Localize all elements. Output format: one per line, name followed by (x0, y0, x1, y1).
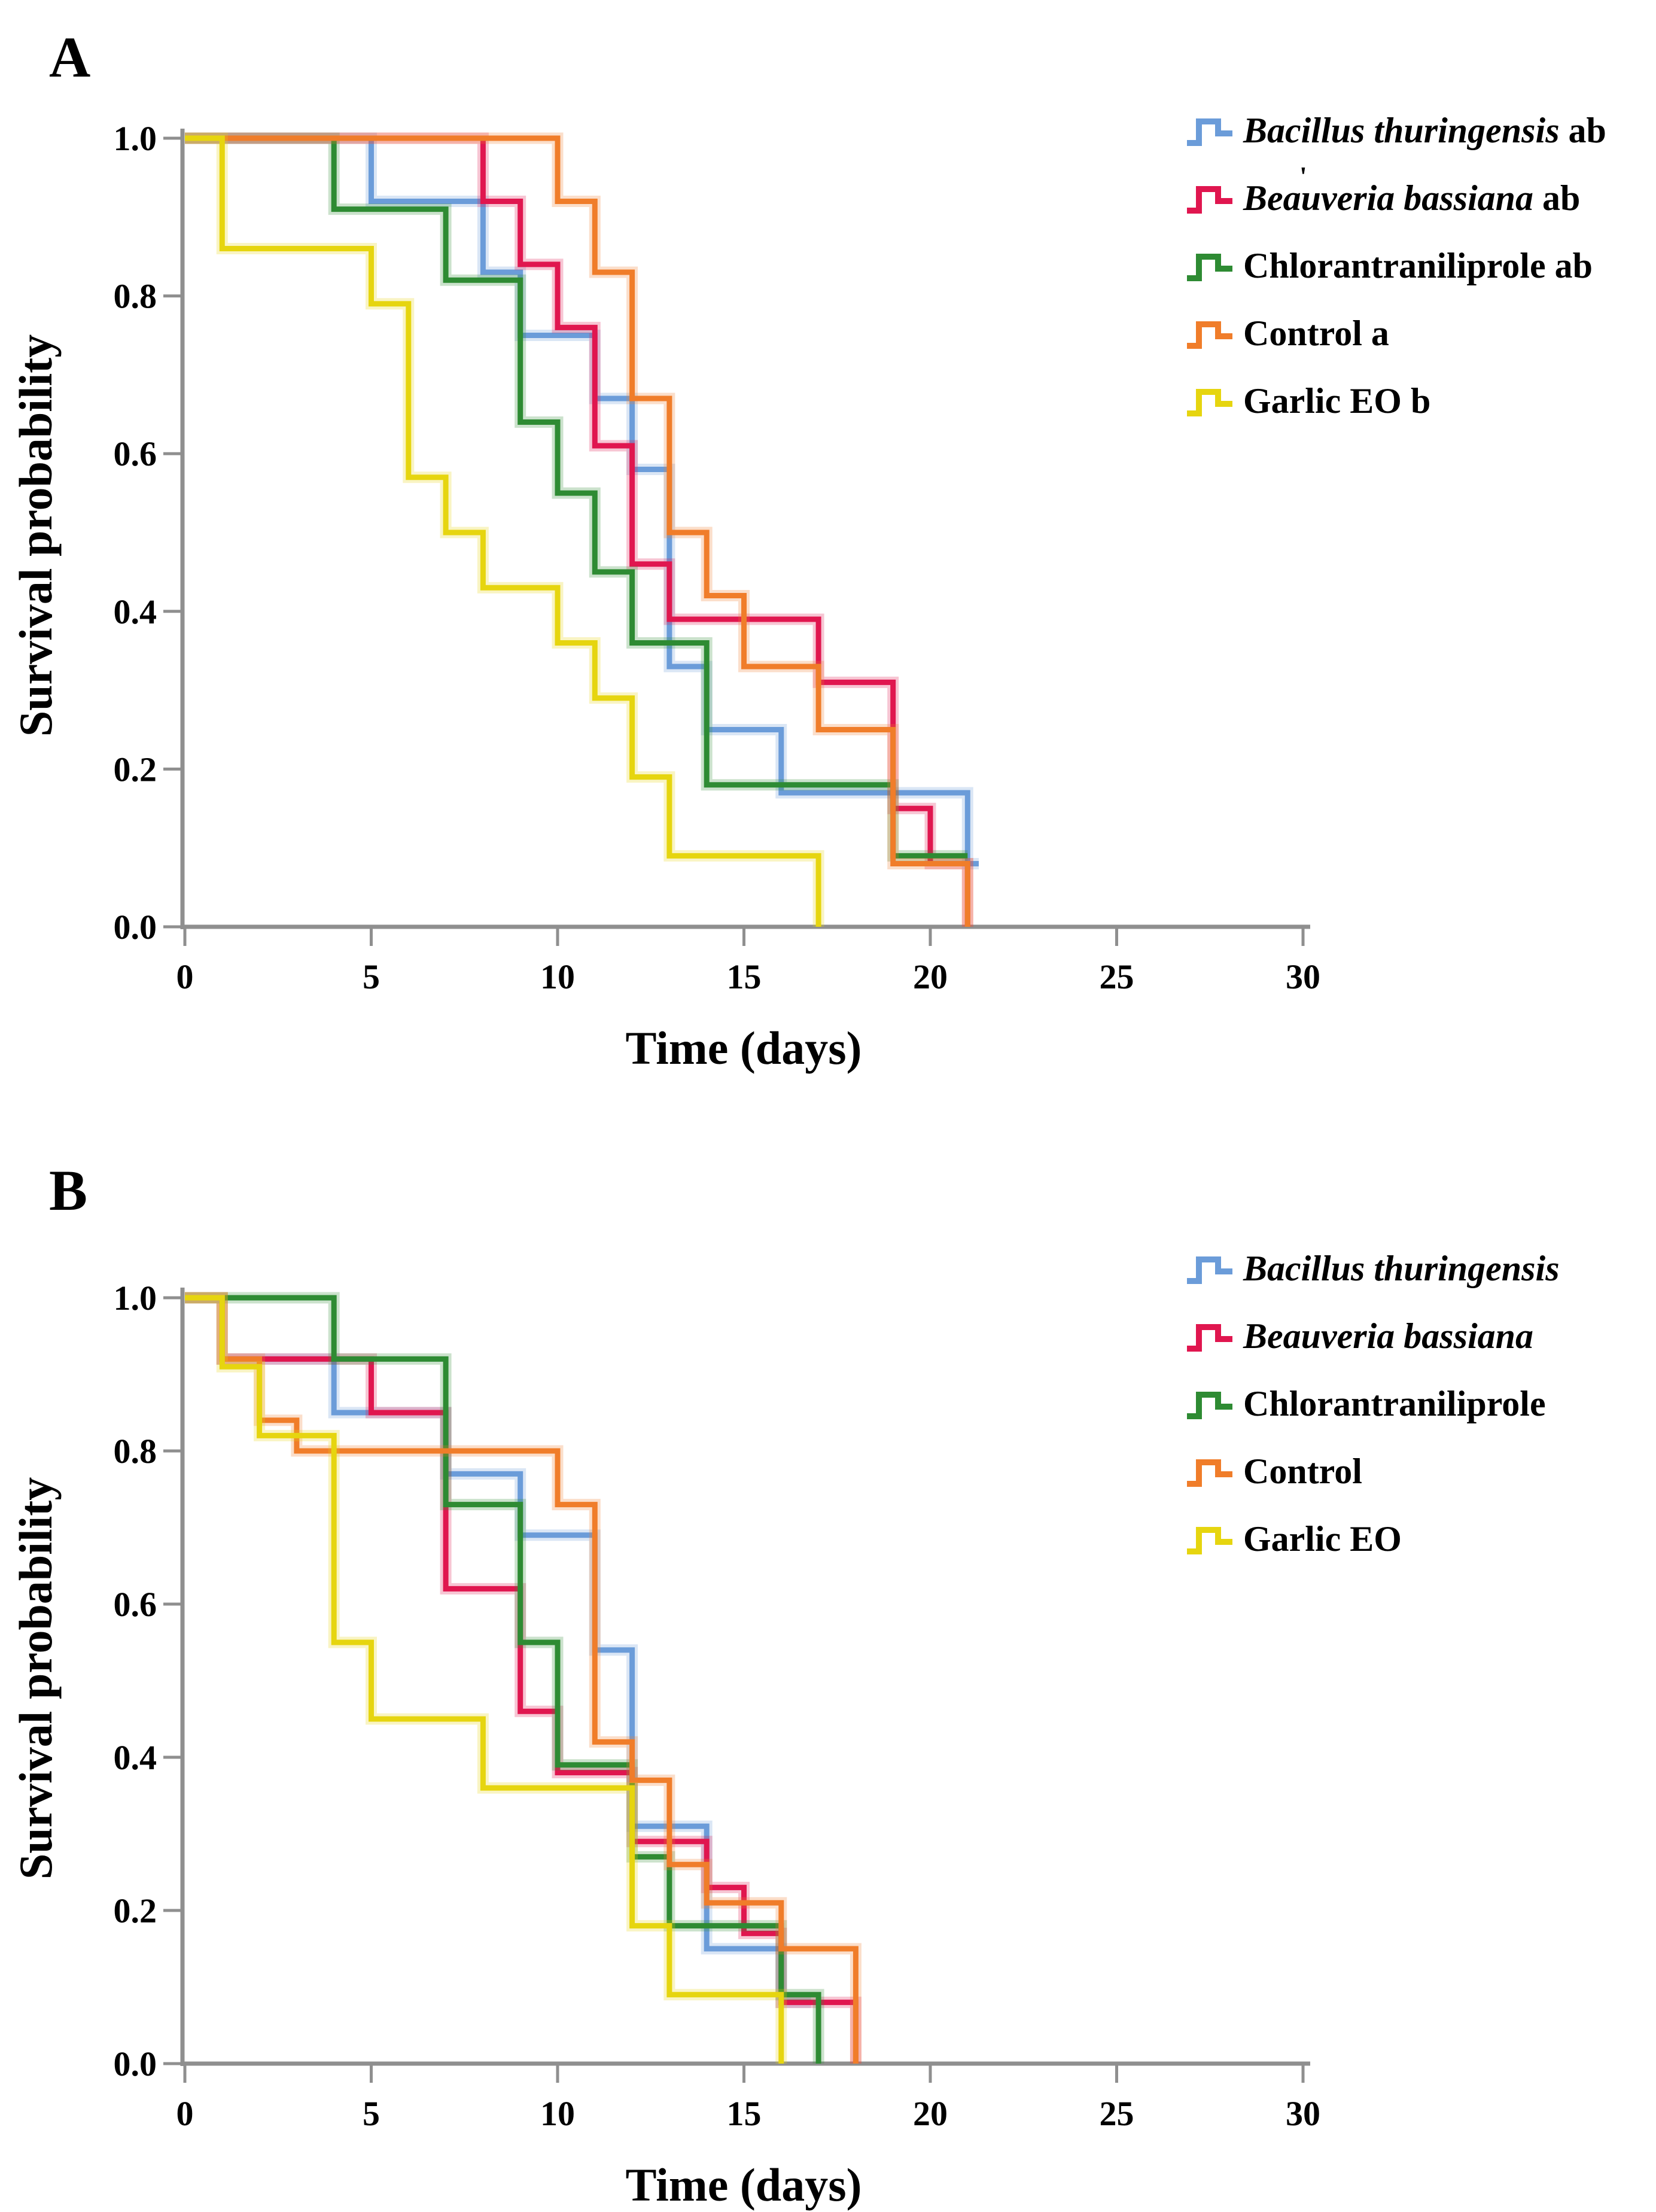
legend-step-marker-icon (1187, 1459, 1232, 1487)
x-tick-label: 0 (176, 957, 194, 996)
panel-a-letter: A (49, 25, 90, 89)
survival-curve (185, 135, 821, 927)
legend-step-marker-icon (1187, 1323, 1232, 1352)
legend-item: Garlic EO b (1185, 367, 1656, 435)
survival-curve (185, 1295, 811, 2006)
panel-a-x-axis-title: Time (days) (625, 1022, 862, 1074)
survival-curve (185, 135, 968, 859)
x-tick-label: 25 (1100, 957, 1134, 996)
legend-step-marker-icon (1187, 253, 1232, 281)
panel-b-legend: Bacillus thuringensis Beauveria bassiana C… (1185, 1235, 1656, 1573)
legend-step-marker-icon (1187, 1256, 1232, 1284)
y-tick-label: 0.2 (114, 750, 157, 789)
x-tick-label: 0 (176, 2094, 194, 2133)
x-tick-label: 30 (1286, 2094, 1320, 2133)
survival-curve-halo (185, 1292, 787, 2064)
x-tick-label: 10 (540, 957, 575, 996)
y-tick-label: 1.0 (114, 119, 157, 158)
panel-a: A Survival probability Time (days) 0 5 10 1… (10, 25, 1320, 1074)
legend-label: Beauveria bassiana (1243, 1316, 1534, 1356)
x-tick-label: 25 (1100, 2094, 1134, 2133)
survival-curve-halo (185, 132, 824, 927)
legend-item: Bacillus thuringensis (1185, 1235, 1656, 1303)
legend-step-marker-icon (1187, 321, 1232, 349)
legend-label: Beauveria bassiana ab (1243, 178, 1581, 218)
legend-item: Garlic EO (1185, 1505, 1656, 1573)
legend-label: Bacillus thuringensis ab (1243, 111, 1606, 150)
y-tick-label: 0.6 (114, 1585, 157, 1624)
y-tick-label: 0.6 (114, 434, 157, 473)
legend-label: Bacillus thuringensis (1243, 1249, 1560, 1288)
legend-item: Chlorantraniliprole (1185, 1370, 1656, 1438)
legend-label: Garlic EO b (1243, 381, 1431, 421)
panel-a-y-axis-title: Survival probability (10, 334, 62, 737)
y-tick-label: 0.0 (114, 908, 157, 947)
survival-curve-halo (185, 132, 973, 927)
y-tick-label: 0.4 (114, 592, 157, 631)
y-tick-label: 0.2 (114, 1891, 157, 1930)
legend-item: Control a (1185, 300, 1656, 367)
legend-label: Control a (1243, 314, 1389, 353)
x-tick-label: 10 (540, 2094, 575, 2133)
y-tick-label: 0.8 (114, 277, 157, 316)
survival-curve (185, 135, 970, 927)
legend-step-marker-icon (1187, 1391, 1232, 1419)
survival-curve-halo (185, 1292, 811, 2009)
x-tick-label: 15 (727, 2094, 762, 2133)
panel-b: B Survival probability Time (days) 0 5 10 1… (10, 1158, 1320, 2211)
panel-b-x-axis-title: Time (days) (625, 2159, 862, 2211)
x-tick-label: 30 (1286, 957, 1320, 996)
panel-b-y-axis-title: Survival probability (10, 1477, 62, 1880)
stray-mark-a: ' (1299, 161, 1307, 191)
x-tick-label: 20 (913, 2094, 948, 2133)
legend-label: Control (1243, 1452, 1362, 1491)
panel-a-axes: 0 5 10 15 20 25 30 1.0 0.8 0.6 0.4 0.2 0.0 (114, 119, 1321, 996)
panel-a-curves (185, 132, 979, 927)
legend-step-marker-icon (1187, 118, 1232, 146)
y-tick-label: 0.8 (114, 1432, 157, 1471)
legend-item: Bacillus thuringensis ab (1185, 97, 1656, 165)
legend-label: Chlorantraniliprole ab (1243, 246, 1593, 285)
panel-a-legend: Bacillus thuringensis ab Beauveria bassia… (1185, 97, 1656, 435)
panel-b-curves (185, 1292, 862, 2064)
y-tick-label: 0.4 (114, 1738, 157, 1777)
y-tick-label: 1.0 (114, 1279, 157, 1318)
stray-mark-b: ' (1293, 1330, 1301, 1361)
legend-label: Chlorantraniliprole (1243, 1384, 1546, 1423)
survival-curve (185, 1295, 784, 2064)
legend-item: Control (1185, 1438, 1656, 1505)
legend-item: Chlorantraniliprole ab (1185, 232, 1656, 300)
survival-curve-halo (185, 132, 973, 927)
legend-step-marker-icon (1187, 1526, 1232, 1554)
x-tick-label: 5 (363, 2094, 380, 2133)
y-tick-label: 0.0 (114, 2044, 157, 2083)
legend-step-marker-icon (1187, 185, 1232, 214)
survival-curve (185, 135, 970, 927)
legend-item: Beauveria bassiana ab (1185, 165, 1656, 232)
x-tick-label: 15 (727, 957, 762, 996)
panel-b-axes: 0 5 10 15 20 25 30 1.0 0.8 0.6 0.4 0.2 0.0 (114, 1279, 1321, 2133)
x-tick-label: 20 (913, 957, 948, 996)
legend-step-marker-icon (1187, 388, 1232, 416)
legend-item: Beauveria bassiana (1185, 1303, 1656, 1370)
panel-b-letter: B (49, 1158, 87, 1222)
survival-curve (185, 1295, 859, 2064)
x-tick-label: 5 (363, 957, 380, 996)
legend-label: Garlic EO (1243, 1519, 1402, 1559)
